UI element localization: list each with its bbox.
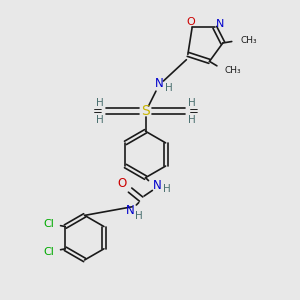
- Text: H: H: [96, 115, 103, 125]
- Text: O: O: [186, 17, 195, 27]
- Text: N: N: [153, 179, 162, 192]
- Text: H: H: [135, 211, 143, 221]
- Text: H: H: [188, 115, 196, 125]
- Text: N: N: [126, 204, 135, 218]
- Text: =: =: [92, 105, 102, 118]
- Text: N: N: [154, 76, 163, 90]
- Text: =: =: [189, 105, 199, 118]
- Text: S: S: [141, 104, 150, 118]
- Text: O: O: [118, 177, 127, 190]
- Text: Cl: Cl: [43, 247, 54, 257]
- Text: CH₃: CH₃: [241, 35, 257, 44]
- Text: CH₃: CH₃: [224, 66, 241, 75]
- Text: Cl: Cl: [43, 219, 54, 229]
- Text: H: H: [165, 83, 172, 93]
- Text: H: H: [96, 98, 103, 108]
- Text: H: H: [188, 98, 196, 108]
- Text: H: H: [164, 184, 171, 194]
- Text: N: N: [216, 20, 224, 29]
